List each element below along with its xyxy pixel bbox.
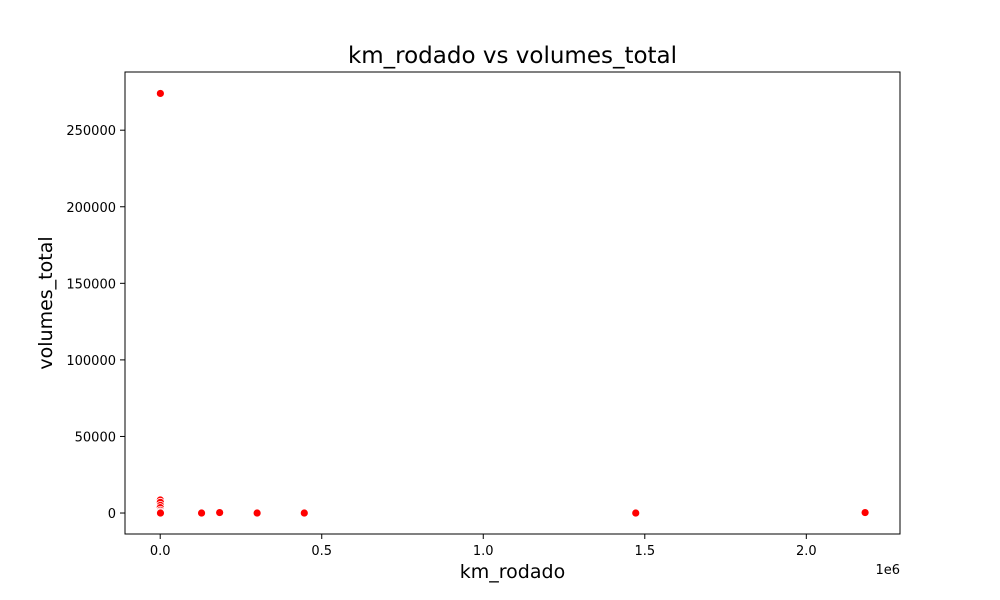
data-point (252, 508, 262, 518)
y-tick-label: 100000 (66, 354, 116, 369)
data-points (155, 89, 870, 518)
y-tick-label: 50000 (75, 430, 116, 445)
data-point (860, 508, 870, 517)
y-tick-label: 0 (108, 507, 116, 522)
x-tick-label: 2.0 (796, 544, 817, 559)
y-tick-label: 200000 (66, 201, 116, 216)
y-axis-ticks: 0 50000 100000 150000 200000 250000 (66, 124, 125, 522)
data-point (156, 508, 165, 518)
x-axis-label: km_rodado (460, 561, 565, 583)
x-axis-ticks: 0.0 0.5 1.0 1.5 2.0 (150, 534, 817, 559)
y-tick-label: 250000 (66, 124, 116, 139)
y-axis-label: volumes_total (35, 236, 57, 369)
data-point (197, 508, 206, 518)
plot-area (124, 71, 901, 535)
data-point (215, 508, 225, 517)
x-tick-label: 1.5 (634, 544, 655, 559)
x-tick-label: 0.0 (150, 544, 171, 559)
data-point (631, 508, 641, 518)
x-axis-offset-label: 1e6 (875, 563, 900, 578)
chart-title: km_rodado vs volumes_total (348, 43, 677, 69)
x-tick-label: 1.0 (473, 544, 494, 559)
y-tick-label: 150000 (66, 277, 116, 292)
x-tick-label: 0.5 (311, 544, 332, 559)
data-point (299, 508, 309, 518)
data-point (155, 89, 165, 98)
